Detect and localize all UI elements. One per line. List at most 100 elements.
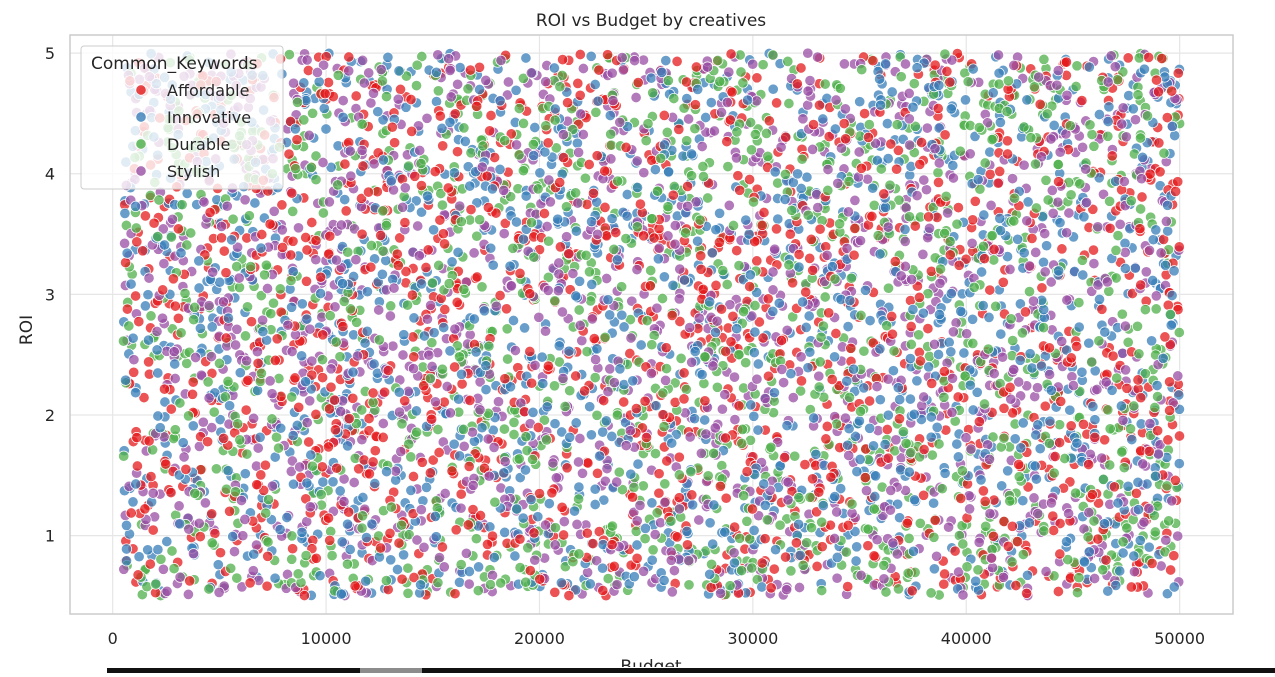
data-point <box>118 336 128 346</box>
data-point <box>822 250 832 260</box>
data-point <box>722 136 732 146</box>
data-point <box>843 207 853 217</box>
data-point <box>406 485 416 495</box>
data-point <box>433 424 443 434</box>
data-point <box>402 300 412 310</box>
data-point <box>887 87 897 97</box>
data-point <box>895 394 905 404</box>
data-point <box>669 565 679 575</box>
data-point <box>1135 204 1145 214</box>
data-point <box>662 456 672 466</box>
data-point <box>980 158 990 168</box>
data-point <box>493 397 503 407</box>
data-point <box>898 427 908 437</box>
data-point <box>1097 304 1107 314</box>
data-point <box>440 488 450 498</box>
data-point <box>395 84 405 94</box>
data-point <box>882 118 892 128</box>
data-point <box>324 197 334 207</box>
data-point <box>923 233 933 243</box>
data-point <box>1151 304 1161 314</box>
data-point <box>381 220 391 230</box>
data-point <box>409 352 419 362</box>
data-point <box>768 84 778 94</box>
data-point <box>541 435 551 445</box>
data-point <box>288 78 298 88</box>
data-point <box>854 147 864 157</box>
data-point <box>404 439 414 449</box>
data-point <box>647 214 657 224</box>
data-point <box>326 382 336 392</box>
data-point <box>872 535 882 545</box>
data-point <box>603 386 613 396</box>
data-point <box>832 507 842 517</box>
data-point <box>287 554 297 564</box>
data-point <box>477 423 487 433</box>
data-point <box>750 129 760 139</box>
data-point <box>213 560 223 570</box>
data-point <box>786 566 796 576</box>
data-point <box>549 63 559 73</box>
data-point <box>770 167 780 177</box>
data-point <box>496 578 506 588</box>
data-point <box>573 198 583 208</box>
data-point <box>471 534 481 544</box>
data-point <box>433 86 443 96</box>
data-point <box>578 63 588 73</box>
data-point <box>511 85 521 95</box>
data-point <box>742 516 752 526</box>
data-point <box>258 326 268 336</box>
data-point <box>988 531 998 541</box>
data-point <box>864 119 874 129</box>
data-point <box>850 195 860 205</box>
data-point <box>976 475 986 485</box>
data-point <box>421 482 431 492</box>
data-point <box>681 77 691 87</box>
data-point <box>515 562 525 572</box>
data-point <box>974 122 984 132</box>
data-point <box>696 448 706 458</box>
data-point <box>465 181 475 191</box>
data-point <box>649 330 659 340</box>
data-point <box>952 439 962 449</box>
data-point <box>1103 405 1113 415</box>
data-point <box>621 233 631 243</box>
data-point <box>445 117 455 127</box>
data-point <box>558 530 568 540</box>
data-point <box>437 200 447 210</box>
data-point <box>375 543 385 553</box>
data-point <box>994 79 1004 89</box>
data-point <box>660 479 670 489</box>
data-point <box>934 309 944 319</box>
data-point <box>459 441 469 451</box>
data-point <box>232 573 242 583</box>
data-point <box>732 245 742 255</box>
data-point <box>617 310 627 320</box>
data-point <box>687 490 697 500</box>
data-point <box>474 215 484 225</box>
data-point <box>317 372 327 382</box>
data-point <box>450 324 460 334</box>
data-point <box>1130 115 1140 125</box>
data-point <box>1041 175 1051 185</box>
data-point <box>486 110 496 120</box>
data-point <box>549 381 559 391</box>
data-point <box>460 136 470 146</box>
data-point <box>407 290 417 300</box>
data-point <box>535 168 545 178</box>
data-point <box>337 278 347 288</box>
data-point <box>319 103 329 113</box>
data-point <box>705 518 715 528</box>
data-point <box>1044 343 1054 353</box>
data-point <box>832 573 842 583</box>
data-point <box>169 563 179 573</box>
data-point <box>735 533 745 543</box>
data-point <box>521 577 531 587</box>
data-point <box>241 405 251 415</box>
data-point <box>600 202 610 212</box>
data-point <box>244 211 254 221</box>
data-point <box>386 301 396 311</box>
data-point <box>575 49 585 59</box>
data-point <box>1078 270 1088 280</box>
